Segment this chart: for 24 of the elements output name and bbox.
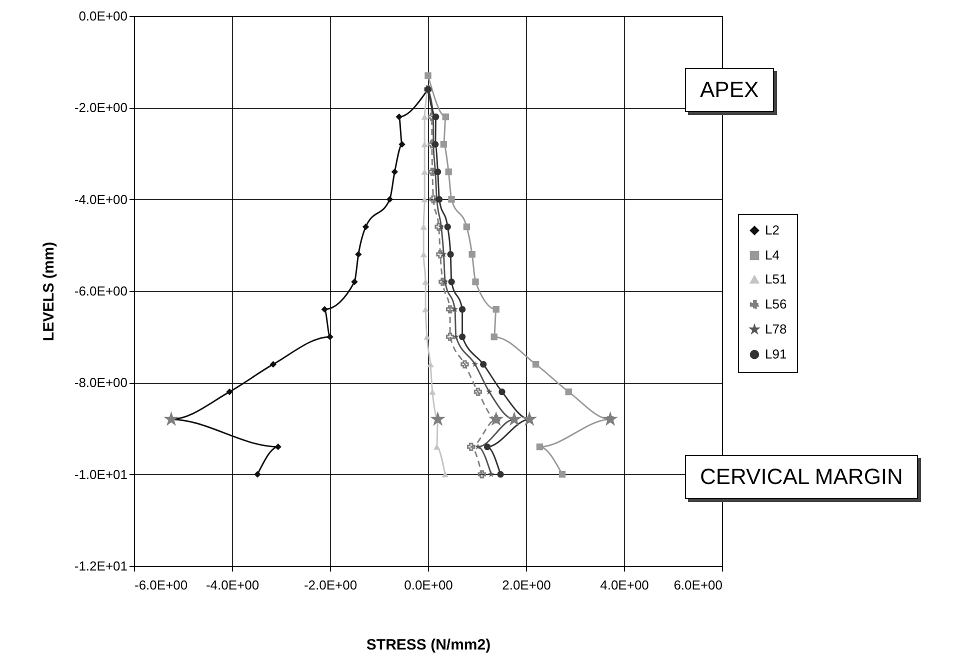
- legend-label: L51: [765, 272, 787, 286]
- x-tick-label: 4.0E+00: [600, 578, 649, 592]
- x-tick-label: -6.0E+00: [134, 578, 188, 592]
- legend-label: L56: [765, 296, 787, 312]
- legend-label: L78: [765, 322, 787, 336]
- annotation: CERVICAL MARGIN: [685, 455, 918, 499]
- x-axis-title: STRESS (N/mm2): [366, 636, 491, 654]
- x-tick-label: -2.0E+00: [304, 578, 358, 592]
- y-tick-label: -1.0E+01: [74, 466, 128, 482]
- y-axis-title: LEVELS (mm): [40, 242, 58, 342]
- x-tick-label: 0.0E+00: [404, 578, 453, 592]
- x-tick-label: 6.0E+00: [674, 578, 722, 592]
- x-tick-label: -4.0E+00: [206, 578, 260, 592]
- y-tick-label: -2.0E+00: [74, 100, 128, 116]
- annotation: APEX: [685, 68, 774, 112]
- y-tick-label: -8.0E+00: [74, 375, 128, 390]
- legend-label: L91: [765, 346, 787, 362]
- legend-label: L2: [765, 222, 780, 238]
- y-tick-label: -4.0E+00: [74, 192, 128, 207]
- y-tick-label: -1.2E+01: [74, 558, 128, 574]
- y-tick-label: -6.0E+00: [74, 284, 128, 298]
- legend-label: L4: [765, 248, 780, 262]
- x-tick-label: 2.0E+00: [502, 578, 551, 592]
- y-tick-label: 0.0E+00: [78, 8, 128, 24]
